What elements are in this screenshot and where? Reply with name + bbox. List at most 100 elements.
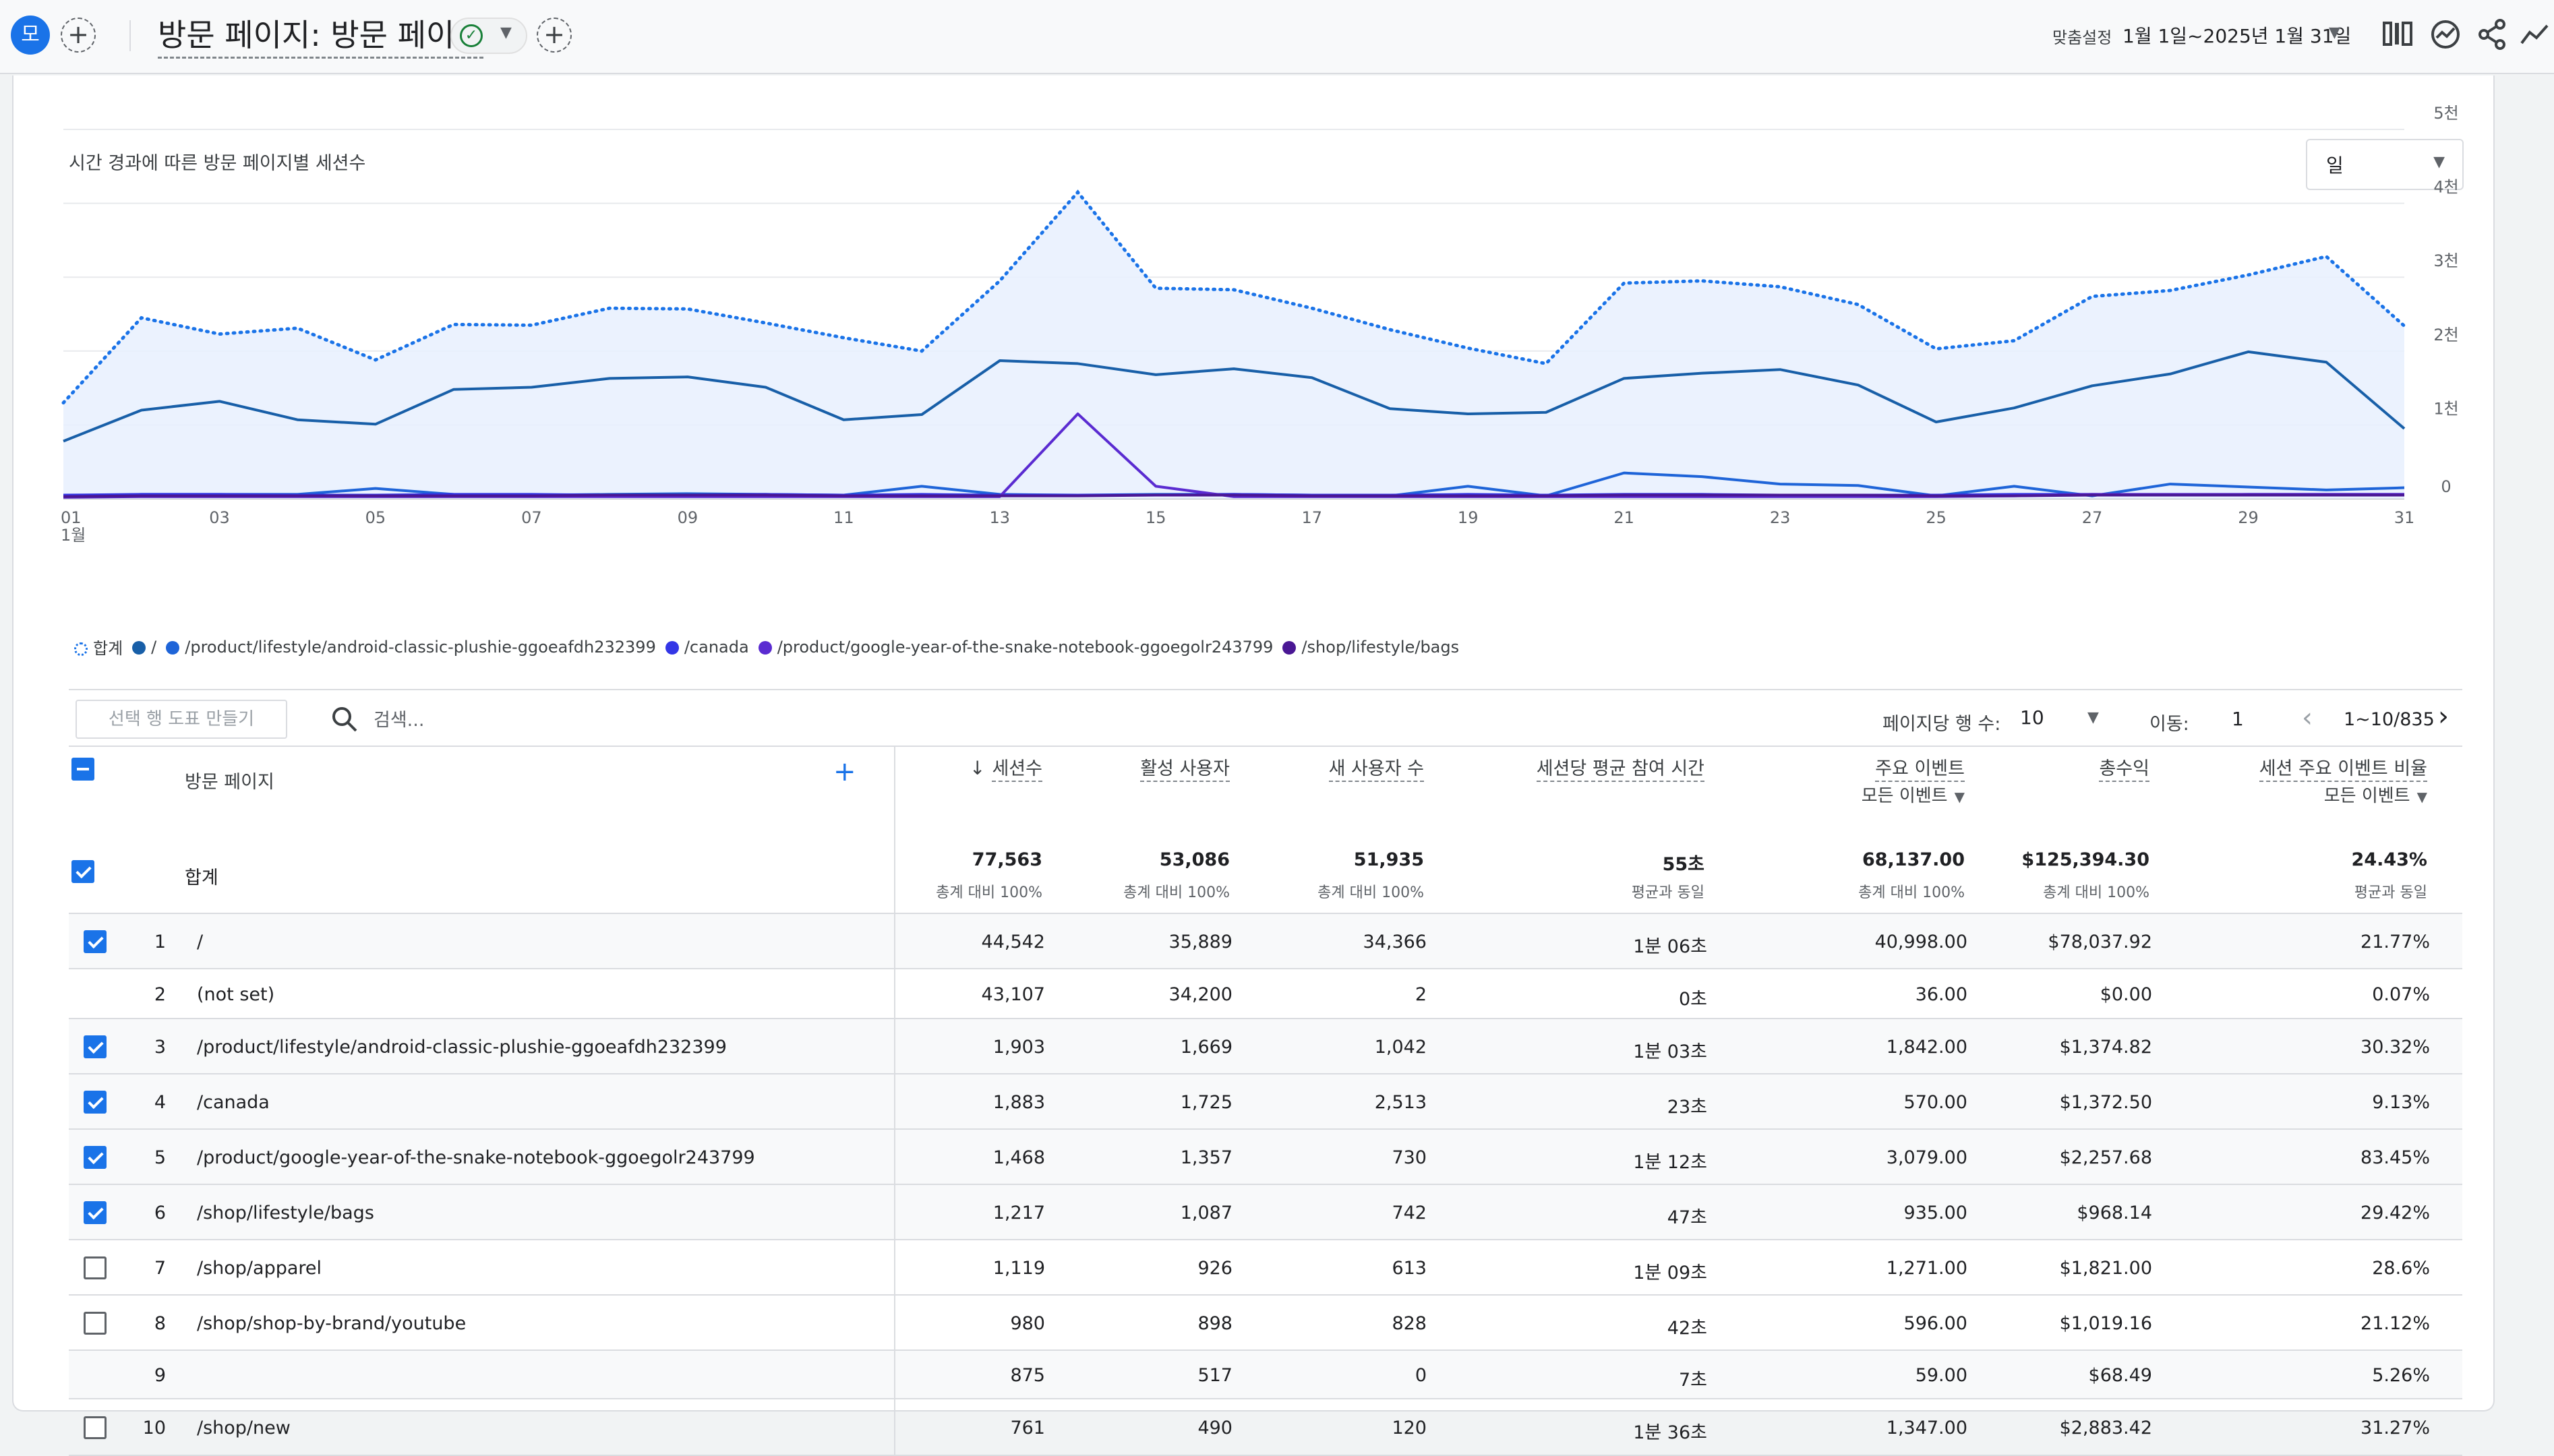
table-row[interactable]: 1 / 44,542 35,889 34,366 1분 06초 40,998.00 $78,0…: [69, 913, 2462, 968]
table-row[interactable]: 4/canada 1,883 1,725 2,513 23초 570.00 $1,372.5…: [69, 1073, 2462, 1128]
totals-label: 합계: [185, 868, 218, 888]
row-checkbox[interactable]: [84, 1312, 107, 1335]
table-row[interactable]: 3/product/lifestyle/android-classic-plus…: [69, 1018, 2462, 1073]
legend-item[interactable]: 합계: [74, 635, 123, 659]
metric-cell: 120: [1392, 1418, 1427, 1438]
row-checkbox[interactable]: [84, 1146, 107, 1169]
metric-header[interactable]: 세션당 평균 참여 시간: [1536, 754, 1704, 782]
select-all-checkbox[interactable]: [71, 758, 94, 781]
date-range-picker[interactable]: 1월 1일~2025년 1월 31일: [2122, 25, 2352, 47]
legend-item[interactable]: /shop/lifestyle/bags: [1282, 638, 1459, 657]
metric-cell: 1분 09초: [1633, 1263, 1707, 1283]
x-tick-label: 21: [1613, 508, 1634, 527]
legend-swatch: [132, 640, 146, 655]
legend-label: /: [151, 637, 157, 657]
chevron-down-icon: ▼: [500, 24, 512, 41]
metric-header[interactable]: 주요 이벤트: [1875, 754, 1965, 782]
legend-item[interactable]: /product/google-year-of-the-snake-notebo…: [758, 638, 1273, 657]
compare-icon[interactable]: [2380, 16, 2416, 53]
legend-swatch: [166, 640, 180, 655]
avatar[interactable]: 모: [11, 16, 50, 55]
table-row[interactable]: 7/shop/apparel 1,119 926 613 1분 09초 1,271.00 $…: [69, 1239, 2462, 1294]
status-chip[interactable]: ✓ ▼: [450, 18, 527, 54]
legend-item[interactable]: /product/lifestyle/android-classic-plush…: [166, 638, 656, 657]
event-filter-select[interactable]: 모든 이벤트 ▼: [1862, 782, 1965, 807]
metric-cell: 761: [1010, 1418, 1045, 1438]
x-tick-label: 11: [833, 508, 854, 527]
metric-cell: 9.13%: [2372, 1092, 2430, 1113]
rows-per-page-select[interactable]: 10 ▼: [2020, 706, 2101, 733]
metric-cell: $2,883.42: [2059, 1418, 2152, 1438]
landing-page-cell[interactable]: /shop/shop-by-brand/youtube: [197, 1313, 467, 1334]
row-checkbox[interactable]: [84, 1256, 107, 1279]
search-input[interactable]: [372, 702, 779, 737]
row-rank: 3: [154, 1037, 166, 1058]
row-checkbox[interactable]: [84, 930, 107, 953]
chevron-down-icon[interactable]: ▼: [2329, 24, 2340, 41]
rows-per-page-value: 10: [2020, 706, 2044, 729]
page-title[interactable]: 방문 페이지: 방문 페이지: [158, 11, 483, 59]
x-tick-label: 09: [678, 508, 699, 527]
landing-page-cell[interactable]: /product/lifestyle/android-classic-plush…: [197, 1037, 727, 1058]
legend-label: /shop/lifestyle/bags: [1301, 637, 1460, 657]
legend-item[interactable]: /: [132, 638, 156, 657]
metric-cell: 828: [1392, 1313, 1427, 1334]
chevron-left-icon[interactable]: ‹: [2302, 702, 2313, 733]
metric-header[interactable]: ↓ 세션수: [970, 754, 1042, 782]
metric-cell: 1,271.00: [1886, 1258, 1967, 1279]
metric-header[interactable]: 활성 사용자: [1140, 754, 1230, 782]
metric-header-label: 세션당 평균 참여 시간: [1536, 758, 1704, 782]
metric-header[interactable]: 총수익: [2099, 754, 2149, 782]
metric-cell: 43,107: [981, 984, 1045, 1005]
row-checkbox[interactable]: [84, 1035, 107, 1058]
table-row[interactable]: 6/shop/lifestyle/bags 1,217 1,087 742 47초 935…: [69, 1184, 2462, 1239]
landing-page-cell[interactable]: /: [197, 932, 204, 952]
granularity-value: 일: [2326, 154, 2344, 177]
row-checkbox[interactable]: [84, 1201, 107, 1224]
table-row[interactable]: 9 875 517 0 7초 59.00 $68.49 5.26%: [69, 1349, 2462, 1398]
totals-checkbox[interactable]: [71, 860, 94, 883]
table-row[interactable]: 2 (not set) 43,107 34,200 2 0초 36.00 $0.00 0.07%: [69, 968, 2462, 1018]
metric-header-label: 주요 이벤트: [1875, 758, 1965, 782]
share-icon[interactable]: [2474, 16, 2511, 53]
metric-cell: $68.49: [2088, 1365, 2152, 1386]
metric-cell: 1,347.00: [1886, 1418, 1967, 1438]
table-row[interactable]: 10/shop/new 761 490 120 1분 36초 1,347.00 $2,883…: [69, 1398, 2462, 1455]
metric-header-label: 세션 주요 이벤트 비율: [2259, 758, 2427, 782]
table-row[interactable]: 5/product/google-year-of-the-snake-noteb…: [69, 1128, 2462, 1184]
series-line-1: [63, 350, 2406, 443]
metric-cell: 30.32%: [2360, 1037, 2430, 1058]
landing-page-cell[interactable]: /canada: [197, 1092, 270, 1113]
landing-page-cell[interactable]: /product/google-year-of-the-snake-notebo…: [197, 1147, 755, 1168]
dimension-header[interactable]: 방문 페이지: [185, 772, 274, 793]
chevron-right-icon[interactable]: ›: [2438, 701, 2449, 732]
landing-page-cell[interactable]: /shop/new: [197, 1418, 291, 1438]
trend-icon[interactable]: [2518, 16, 2554, 53]
row-checkbox[interactable]: [84, 1416, 107, 1439]
total-subtext: 총계 대비 100%: [2043, 884, 2149, 901]
y-tick-label: 0: [2441, 477, 2451, 496]
landing-page-cell[interactable]: /shop/apparel: [197, 1258, 322, 1279]
goto-page-input[interactable]: 1: [2232, 708, 2244, 730]
y-tick-label: 5천: [2433, 104, 2458, 123]
insights-icon[interactable]: [2427, 16, 2464, 53]
table-row[interactable]: 8/shop/shop-by-brand/youtube 980 898 828 42초…: [69, 1294, 2462, 1349]
row-checkbox[interactable]: [84, 1091, 107, 1114]
custom-label: 맞춤설정: [2052, 28, 2112, 47]
metric-cell: 875: [1010, 1365, 1045, 1386]
landing-page-cell[interactable]: (not set): [197, 984, 275, 1005]
add-icon[interactable]: +: [833, 756, 856, 787]
add-filter-icon[interactable]: +: [537, 18, 572, 53]
divider: [69, 689, 2462, 690]
row-rank: 5: [154, 1147, 166, 1168]
event-filter-select[interactable]: 모든 이벤트 ▼: [2324, 782, 2427, 807]
granularity-select[interactable]: 일 ▼: [2306, 139, 2464, 190]
metric-header[interactable]: 세션 주요 이벤트 비율: [2259, 754, 2427, 782]
add-comparison-icon[interactable]: +: [61, 18, 96, 53]
metric-cell: 898: [1197, 1313, 1233, 1334]
landing-page-cell[interactable]: /shop/lifestyle/bags: [197, 1203, 374, 1223]
metric-header[interactable]: 새 사용자 수: [1328, 754, 1424, 782]
total-value: 24.43%: [2351, 849, 2427, 870]
legend-item[interactable]: /canada: [665, 638, 749, 657]
plot-rows-button[interactable]: 선택 행 도표 만들기: [76, 700, 287, 739]
